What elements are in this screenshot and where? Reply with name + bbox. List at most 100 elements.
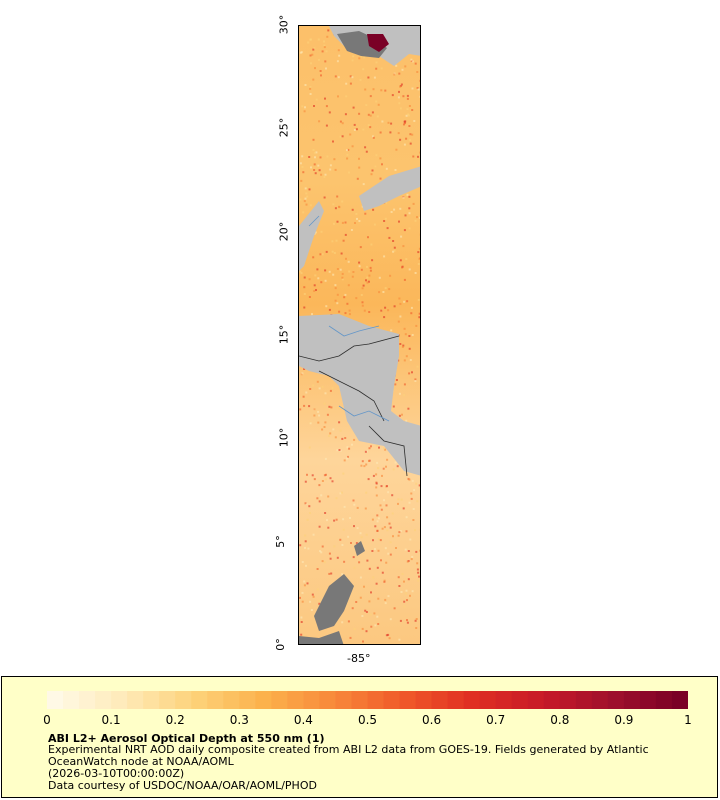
aod-pixel (406, 108, 409, 111)
aod-pixel (338, 310, 341, 313)
aod-pixel (375, 67, 378, 70)
aod-pixel (403, 605, 406, 608)
aod-pixel (314, 274, 317, 277)
aod-pixel (317, 38, 320, 41)
colorbar-segment (351, 691, 368, 709)
aod-pixel (335, 497, 338, 500)
colorbar-segment (383, 691, 401, 709)
aod-pixel (383, 316, 386, 319)
aod-pixel (397, 320, 400, 323)
aod-pixel (401, 345, 404, 348)
aod-pixel (379, 131, 382, 134)
aod-pixel (312, 256, 315, 259)
aod-pixel (398, 414, 401, 417)
colorbar-segment (47, 691, 64, 709)
aod-pixel (329, 389, 332, 392)
aod-pixel (315, 151, 318, 154)
aod-pixel (395, 148, 398, 151)
aod-pixel (393, 305, 396, 308)
aod-pixel (367, 478, 370, 481)
aod-pixel (299, 408, 302, 411)
aod-pixel (381, 527, 384, 530)
aod-pixel (338, 421, 341, 424)
aod-pixel (399, 343, 402, 345)
aod-pixel (318, 120, 321, 123)
high-aod-patch (367, 34, 389, 52)
aod-pixel (320, 281, 323, 284)
aod-pixel (312, 78, 315, 81)
aod-pixel (359, 576, 362, 579)
aod-pixel (366, 281, 369, 284)
aod-pixel (385, 465, 387, 468)
aod-pixel (376, 520, 379, 523)
aod-pixel (379, 157, 382, 160)
aod-pixel (361, 627, 364, 630)
aod-pixel (387, 491, 390, 494)
aod-pixel (414, 62, 417, 65)
aod-pixel (353, 129, 356, 131)
colorbar-segment (431, 691, 449, 709)
aod-pixel (402, 196, 405, 199)
longitude-label: -85° (347, 652, 371, 665)
colorbar-segment (479, 691, 497, 709)
aod-pixel (303, 110, 306, 113)
aod-pixel (346, 153, 349, 156)
aod-pixel (314, 231, 317, 234)
colorbar-segment (543, 691, 561, 709)
aod-pixel (397, 534, 400, 537)
aod-pixel (416, 365, 419, 368)
colorbar-tick-label: 0.4 (293, 713, 313, 727)
colorbar-segment (191, 691, 208, 709)
aod-pixel (375, 61, 378, 64)
aod-pixel (409, 538, 412, 541)
aod-pixel (397, 576, 400, 579)
aod-pixel (348, 447, 351, 450)
aod-pixel (364, 88, 367, 91)
aod-pixel (314, 67, 316, 70)
aod-pixel (415, 627, 418, 629)
aod-pixel (372, 539, 374, 542)
aod-pixel (321, 385, 324, 388)
aod-pixel (347, 620, 350, 623)
aod-pixel (402, 507, 405, 510)
aod-pixel (344, 233, 347, 236)
aod-pixel (382, 291, 385, 293)
aod-pixel (308, 405, 311, 408)
aod-pixel (408, 105, 411, 107)
aod-pixel (309, 388, 312, 390)
colorbar-segment (127, 691, 144, 709)
aod-pixel (325, 305, 328, 308)
aod-pixel (308, 278, 311, 281)
aod-pixel (352, 499, 355, 502)
aod-pixel (410, 497, 413, 500)
aod-pixel (337, 49, 340, 52)
aod-pixel (316, 380, 319, 383)
aod-pixel (416, 216, 418, 219)
aod-pixel (353, 566, 356, 569)
aod-pixel (301, 600, 304, 603)
aod-pixel (367, 113, 370, 116)
aod-pixel (376, 529, 379, 532)
aod-pixel (403, 300, 406, 303)
aod-pixel (415, 324, 418, 327)
aod-pixel (418, 312, 420, 315)
aod-pixel (420, 395, 421, 397)
aod-pixel (368, 447, 371, 450)
aod-pixel (374, 624, 377, 627)
aod-pixel (358, 261, 361, 264)
aod-pixel (349, 82, 352, 85)
aod-pixel (307, 547, 310, 550)
missing-pacific-1 (314, 574, 354, 631)
aod-pixel (365, 463, 368, 466)
aod-pixel (408, 195, 411, 198)
aod-pixel (370, 243, 373, 246)
aod-pixel (333, 252, 336, 254)
aod-pixel (369, 114, 372, 117)
aod-pixel (324, 457, 327, 460)
aod-pixel (364, 146, 367, 149)
aod-pixel (341, 221, 344, 224)
aod-pixel (305, 391, 308, 394)
aod-pixel (406, 300, 409, 303)
aod-pixel (400, 235, 403, 238)
aod-pixel (391, 494, 394, 497)
